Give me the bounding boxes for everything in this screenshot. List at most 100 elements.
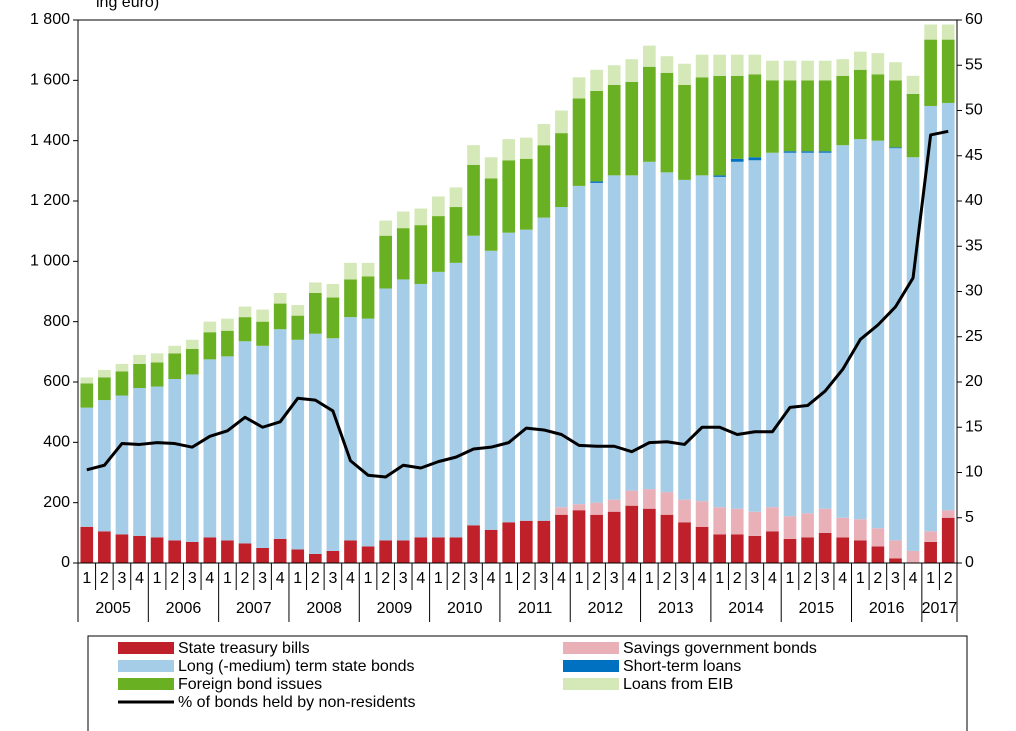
- bar-segment: [484, 250, 498, 530]
- bar-segment: [678, 84, 691, 180]
- y2-tick-label: 60: [965, 11, 983, 28]
- y-tick-label: 400: [43, 434, 70, 451]
- y-tick-label: 1 400: [30, 132, 70, 149]
- x-tick-label: 3: [610, 570, 619, 587]
- bar-segment: [396, 279, 410, 541]
- x-tick-label: 1: [856, 570, 865, 587]
- bar-segment: [678, 63, 691, 85]
- bar-segment: [906, 75, 920, 94]
- legend-label: Short-term loans: [623, 658, 741, 675]
- bar-segment: [555, 514, 568, 563]
- bar-segment: [924, 39, 937, 106]
- bar-segment: [361, 318, 375, 547]
- legend-swatch: [563, 642, 619, 654]
- x-tick-label: 1: [364, 570, 373, 587]
- bar-segment: [853, 540, 867, 563]
- bar-segment: [396, 211, 410, 229]
- bar-segment: [853, 51, 867, 70]
- bar-segment: [555, 133, 568, 208]
- bar-segment: [818, 508, 832, 533]
- bar-segment: [713, 507, 726, 535]
- bar-segment: [133, 535, 146, 563]
- bar-segment: [590, 514, 603, 563]
- y-tick-label: 1 600: [30, 72, 70, 89]
- x-tick-label: 1: [504, 570, 513, 587]
- bar-segment: [660, 514, 674, 563]
- legend-swatch: [563, 678, 619, 690]
- bar-segment: [748, 74, 762, 158]
- x-tick-label: 3: [399, 570, 408, 587]
- y2-tick-label: 40: [965, 192, 983, 209]
- bar-segment: [344, 540, 357, 563]
- y-tick-label: 1 800: [30, 11, 70, 28]
- bar-segment: [941, 102, 955, 511]
- y-tick-label: 200: [43, 494, 70, 511]
- y-tick-label: 600: [43, 373, 70, 390]
- bar-segment: [168, 345, 182, 354]
- bar-segment: [98, 377, 111, 401]
- bar-segment: [396, 540, 410, 563]
- x-tick-label: 3: [680, 570, 689, 587]
- bar-segment: [414, 283, 428, 538]
- bar-segment: [168, 378, 182, 541]
- bar-segment: [221, 356, 234, 541]
- bar-segment: [133, 388, 146, 536]
- bar-segment: [924, 531, 937, 542]
- bar-segment: [783, 151, 797, 153]
- bar-segment: [713, 54, 726, 76]
- x-group-label: 2010: [447, 600, 483, 617]
- bar-segment: [695, 175, 709, 502]
- x-tick-label: 4: [205, 570, 214, 587]
- legend-label: Loans from EIB: [623, 676, 733, 693]
- bar-segment: [379, 235, 392, 289]
- bar-segment: [449, 537, 463, 563]
- x-tick-label: 4: [698, 570, 707, 587]
- y2-tick-label: 15: [965, 418, 983, 435]
- x-tick-label: 3: [539, 570, 548, 587]
- x-tick-label: 4: [627, 570, 636, 587]
- x-tick-label: 1: [575, 570, 584, 587]
- bar-segment: [924, 24, 937, 40]
- bar-segment: [713, 176, 726, 508]
- bar-segment: [449, 187, 463, 208]
- x-tick-label: 1: [223, 570, 232, 587]
- bar-segment: [730, 508, 744, 535]
- bar-segment: [221, 330, 234, 357]
- bar-segment: [203, 332, 217, 360]
- bar-segment: [625, 59, 639, 82]
- bar-segment: [291, 305, 305, 316]
- bar-segment: [98, 369, 111, 378]
- bar-segment: [643, 45, 656, 67]
- bar-segment: [115, 371, 129, 396]
- x-group-label: 2005: [95, 600, 131, 617]
- bar-segment: [256, 309, 269, 322]
- bar-segment: [484, 178, 498, 251]
- bar-segment: [572, 185, 586, 505]
- bar-segment: [502, 139, 516, 161]
- bar-segment: [695, 501, 709, 527]
- x-group-label: 2011: [518, 600, 553, 617]
- legend-box: [87, 635, 968, 731]
- x-tick-label: 2: [100, 570, 109, 587]
- bar-segment: [906, 157, 920, 551]
- chart-title: ing euro): [96, 0, 159, 11]
- bar-segment: [379, 220, 392, 236]
- bar-segment: [238, 317, 252, 342]
- x-tick-label: 4: [346, 570, 355, 587]
- bar-segment: [537, 217, 551, 521]
- bar-segment: [818, 152, 832, 509]
- bar-segment: [572, 510, 586, 563]
- legend-label: State treasury bills: [178, 640, 310, 657]
- bar-segment: [203, 321, 217, 333]
- bar-segment: [836, 75, 850, 146]
- bar-segment: [941, 517, 955, 563]
- x-group-label: 2015: [799, 600, 835, 617]
- bar-segment: [748, 511, 762, 536]
- bar-segment: [203, 537, 217, 563]
- bar-segment: [309, 282, 322, 294]
- bar-segment: [414, 225, 428, 284]
- bar-segment: [713, 175, 726, 177]
- bar-segment: [80, 526, 94, 563]
- bar-segment: [256, 321, 269, 346]
- bar-segment: [168, 353, 182, 379]
